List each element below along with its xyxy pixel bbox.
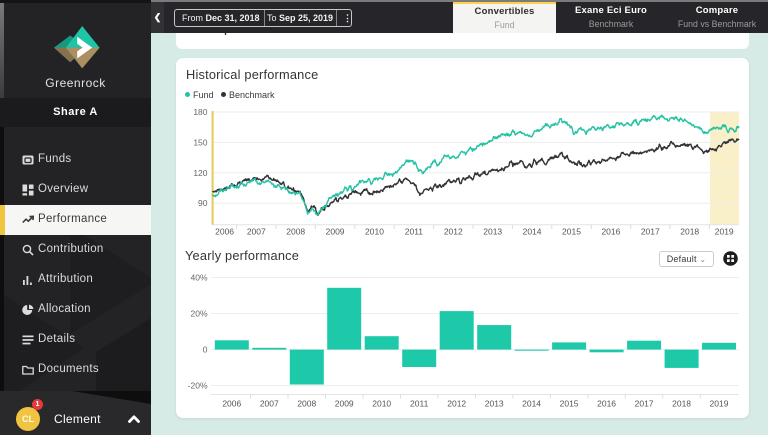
svg-text:2007: 2007: [247, 227, 266, 237]
svg-text:2008: 2008: [297, 399, 316, 409]
svg-text:2012: 2012: [447, 399, 466, 409]
svg-text:2013: 2013: [483, 227, 502, 237]
svg-text:2009: 2009: [335, 399, 354, 409]
svg-text:2014: 2014: [523, 227, 542, 237]
svg-text:2016: 2016: [601, 227, 620, 237]
svg-text:2017: 2017: [635, 399, 654, 409]
svg-text:2018: 2018: [672, 399, 691, 409]
svg-text:180: 180: [193, 107, 207, 117]
svg-text:2015: 2015: [562, 227, 581, 237]
svg-text:2009: 2009: [326, 227, 345, 237]
svg-text:150: 150: [193, 137, 207, 147]
svg-text:2015: 2015: [560, 399, 579, 409]
svg-text:2014: 2014: [522, 399, 541, 409]
svg-text:2019: 2019: [710, 399, 729, 409]
svg-text:2011: 2011: [410, 399, 429, 409]
svg-text:2010: 2010: [365, 227, 384, 237]
svg-text:2019: 2019: [715, 227, 734, 237]
svg-text:2008: 2008: [286, 227, 305, 237]
svg-text:2006: 2006: [222, 399, 241, 409]
svg-text:120: 120: [193, 168, 207, 178]
svg-text:2013: 2013: [485, 399, 504, 409]
svg-text:20%: 20%: [190, 309, 207, 319]
svg-text:2012: 2012: [444, 227, 463, 237]
svg-text:2006: 2006: [215, 227, 234, 237]
svg-text:2017: 2017: [641, 227, 660, 237]
svg-text:2018: 2018: [680, 227, 699, 237]
svg-text:2016: 2016: [597, 399, 616, 409]
svg-text:2007: 2007: [260, 399, 279, 409]
svg-text:90: 90: [198, 198, 208, 208]
svg-text:2011: 2011: [405, 227, 424, 237]
svg-text:2010: 2010: [372, 399, 391, 409]
svg-text:-20%: -20%: [188, 381, 208, 391]
svg-text:40%: 40%: [190, 273, 207, 283]
svg-text:0: 0: [203, 345, 208, 355]
